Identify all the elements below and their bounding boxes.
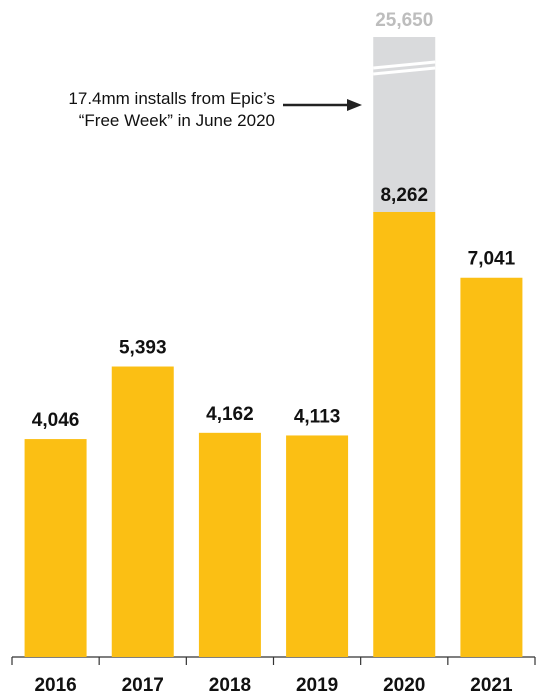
- x-tick-label-2018: 2018: [209, 675, 251, 696]
- value-label-2016: 4,046: [32, 410, 80, 431]
- x-tick-label-2019: 2019: [296, 675, 338, 696]
- bar-2018: [198, 432, 261, 657]
- x-tick-label-2020: 2020: [383, 675, 425, 696]
- annotation-line-2: “Free Week” in June 2020: [79, 111, 275, 130]
- x-tick-label-2017: 2017: [122, 675, 164, 696]
- value-label-2018: 4,162: [206, 404, 254, 425]
- bar-2020: [373, 211, 436, 657]
- bar-2017: [111, 366, 174, 657]
- bar-2021: [460, 277, 523, 657]
- annotation-arrow-head: [347, 99, 362, 111]
- axis-break-mark: [373, 66, 436, 76]
- x-tick-label-2016: 2016: [34, 675, 76, 696]
- value-label-2019: 4,113: [294, 406, 341, 427]
- bar-2016: [24, 439, 87, 657]
- value-label-2020: 8,262: [380, 185, 428, 206]
- value-label-2021: 7,041: [468, 249, 516, 270]
- x-axis-ticks: 2016 2017 2018 2019 2020 2021: [11, 657, 536, 696]
- x-tick-label-2021: 2021: [470, 675, 513, 696]
- bars-group: 4,046 5,393 4,162 4,113 25,650 8,262 7,041: [24, 10, 523, 657]
- annotation-line-1: 17.4mm installs from Epic’s: [68, 89, 275, 108]
- value-label-2017: 5,393: [119, 338, 167, 359]
- total-label: 25,650: [375, 10, 433, 31]
- annotation-group: 17.4mm installs from Epic’s “Free Week” …: [68, 89, 362, 130]
- axis-break-mark: [373, 60, 436, 70]
- bar-2019: [286, 435, 349, 657]
